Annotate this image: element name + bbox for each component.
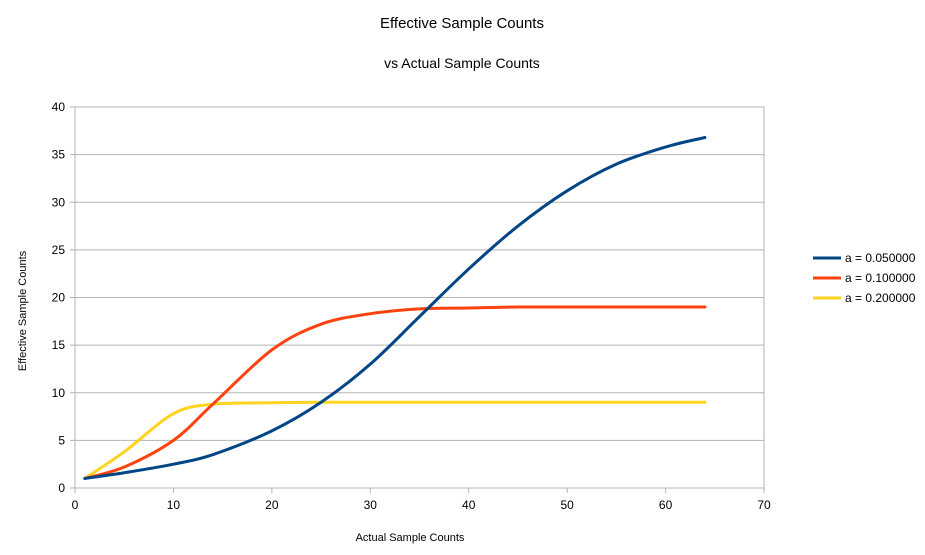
- y-tick-label: 30: [52, 195, 66, 209]
- y-axis: 0 5 10 15 20 25 30 35 40: [52, 100, 75, 495]
- x-tick-label: 60: [659, 498, 673, 512]
- chart-title: Effective Sample Counts: [380, 15, 544, 32]
- x-tick-label: 0: [72, 498, 79, 512]
- y-tick-label: 25: [52, 243, 66, 257]
- y-tick-label: 35: [52, 148, 66, 162]
- y-tick-label: 40: [52, 100, 66, 114]
- x-tick-label: 10: [167, 498, 181, 512]
- x-tick-label: 50: [560, 498, 574, 512]
- y-axis-label: Effective Sample Counts: [17, 250, 29, 371]
- legend-label-1: a = 0.050000: [845, 251, 916, 265]
- x-axis: 0 10 20 30 40 50 60 70: [72, 488, 771, 512]
- series-line-1: [83, 135, 707, 480]
- gridlines: [75, 106, 764, 489]
- y-tick-label: 20: [52, 291, 66, 305]
- series-line-3: [83, 400, 707, 480]
- chart-subtitle: vs Actual Sample Counts: [384, 55, 540, 71]
- x-tick-label: 30: [364, 498, 378, 512]
- x-tick-label: 20: [265, 498, 279, 512]
- legend-label-3: a = 0.200000: [845, 291, 916, 305]
- y-tick-label: 0: [58, 481, 65, 495]
- x-axis-label: Actual Sample Counts: [356, 532, 465, 544]
- x-tick-label: 40: [462, 498, 476, 512]
- y-tick-label: 10: [52, 386, 66, 400]
- y-tick-label: 5: [58, 433, 65, 447]
- y-tick-label: 15: [52, 338, 66, 352]
- legend-label-2: a = 0.100000: [845, 271, 916, 285]
- series-lines: [83, 135, 707, 480]
- series-line-2: [83, 305, 707, 480]
- legend: a = 0.050000 a = 0.100000 a = 0.200000: [813, 251, 916, 305]
- x-tick-label: 70: [757, 498, 771, 512]
